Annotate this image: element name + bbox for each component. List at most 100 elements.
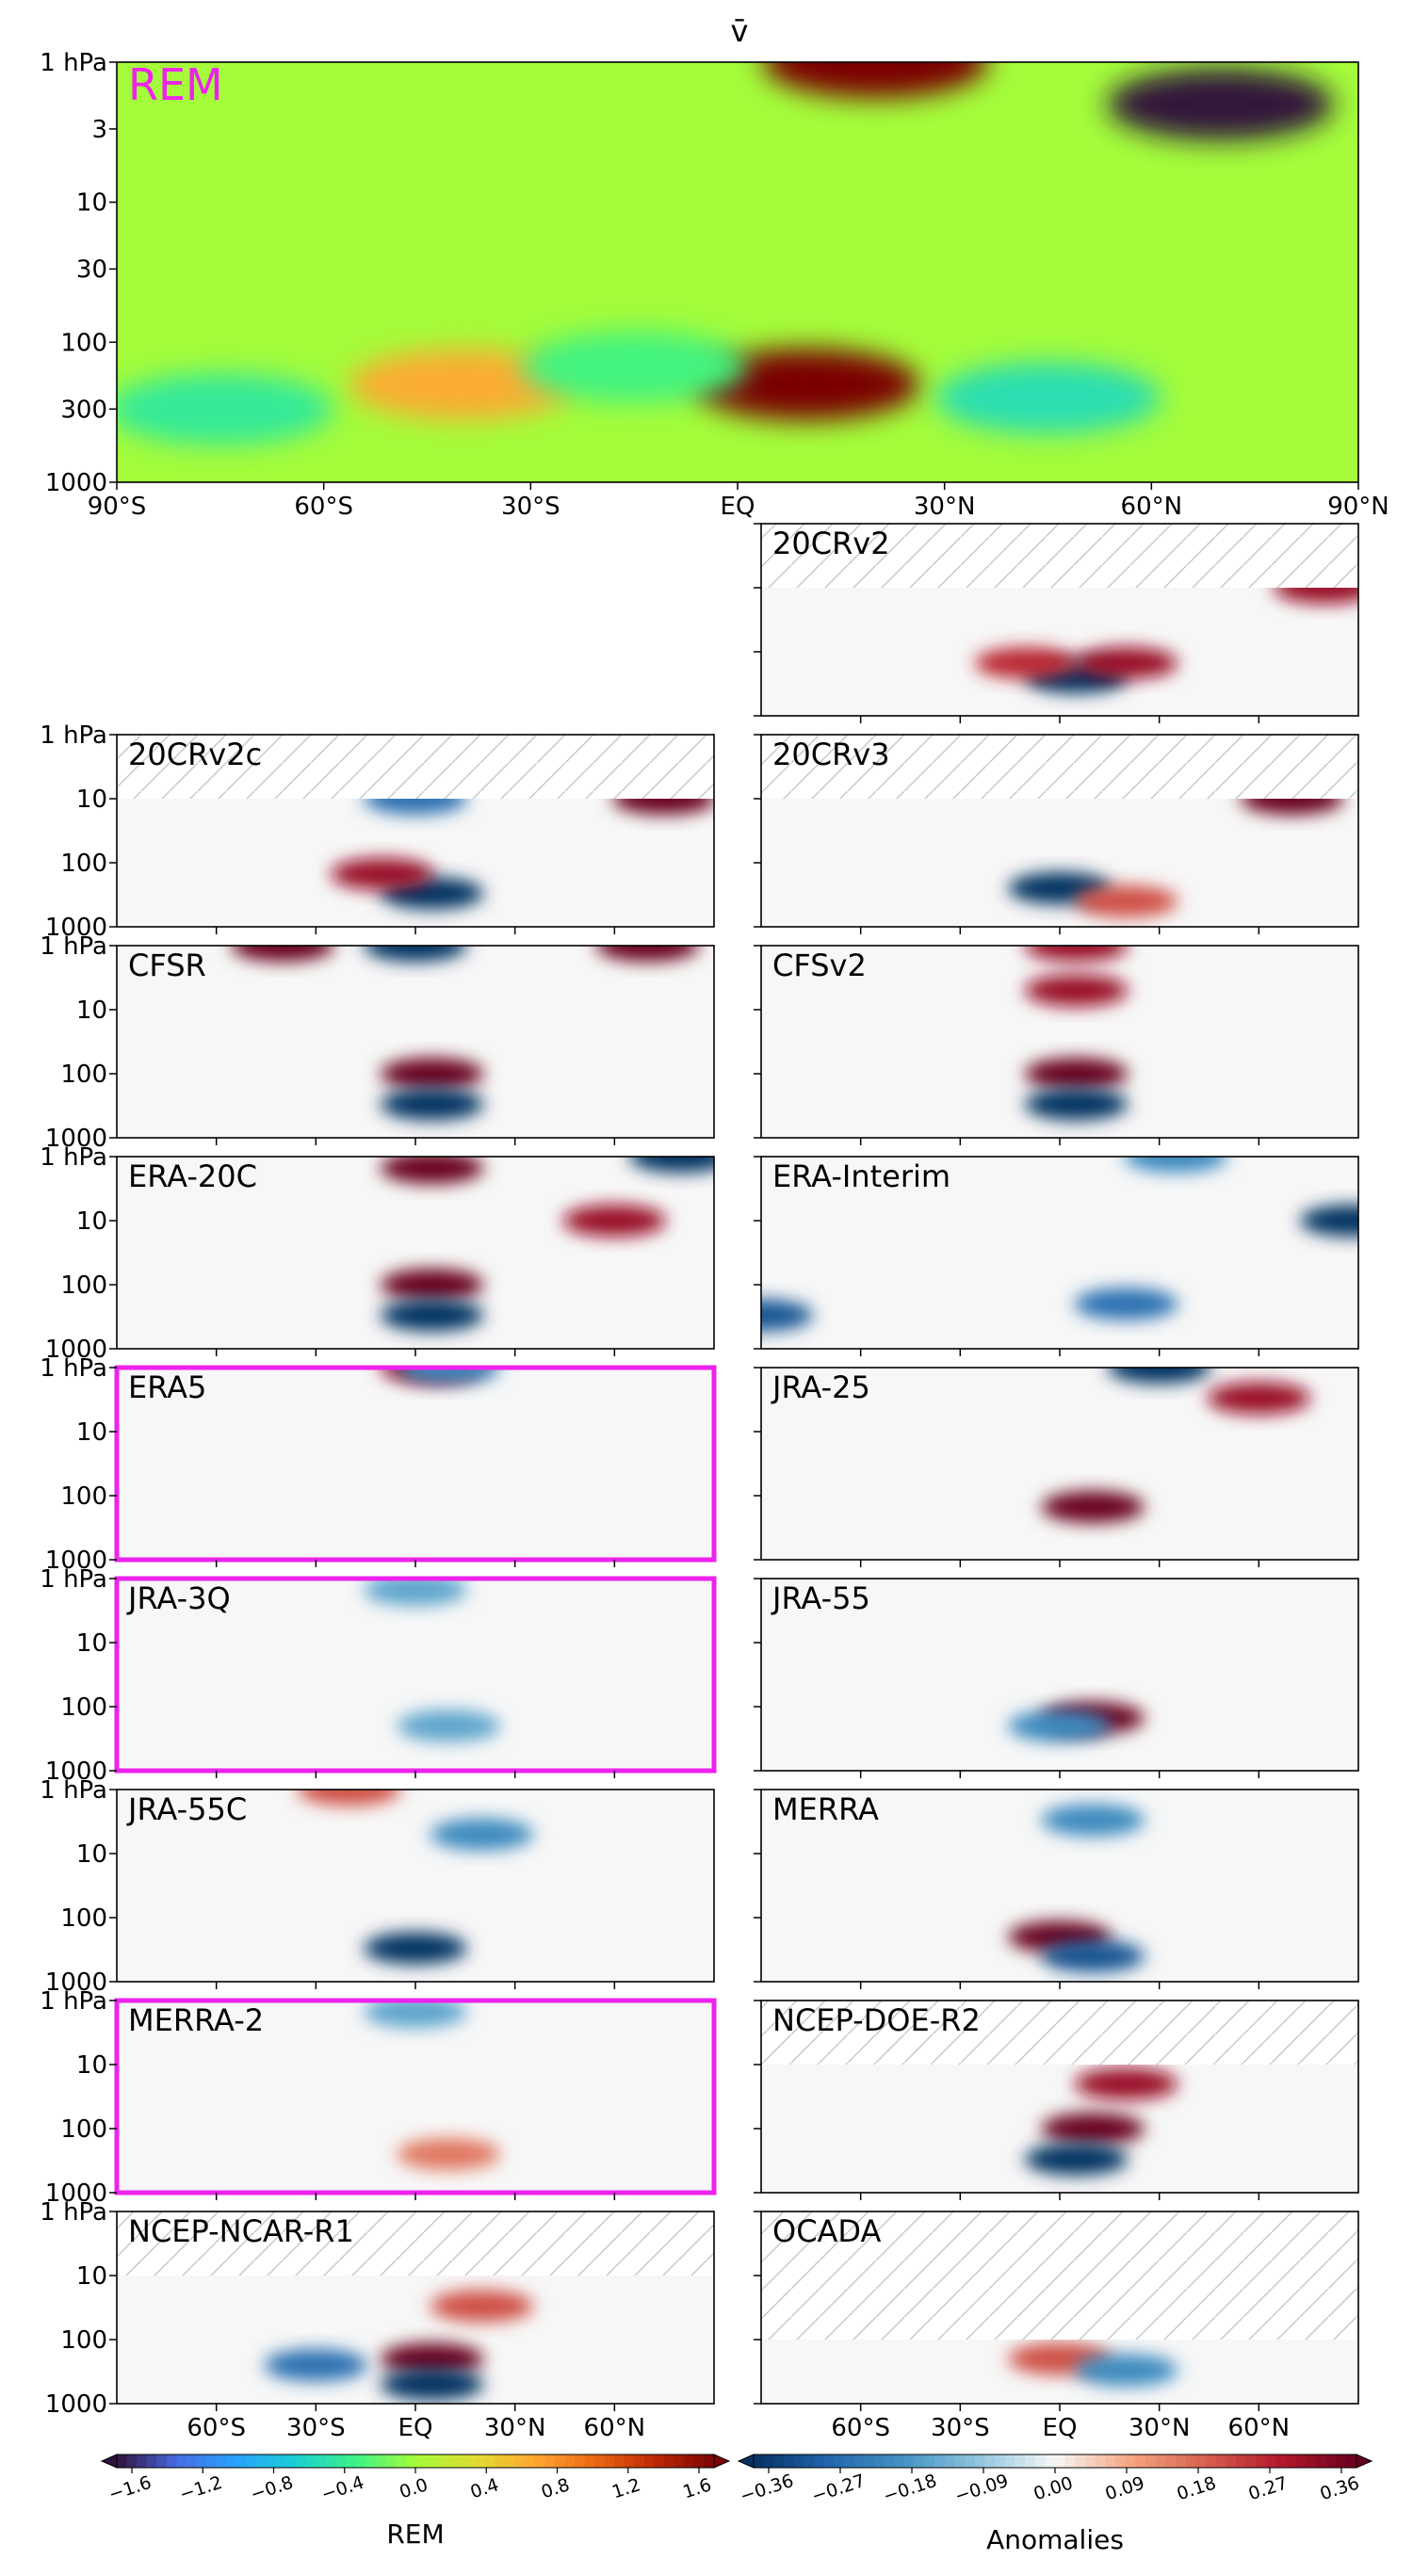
colorbar-segment bbox=[804, 2454, 815, 2468]
colorbar-tick-label: 0.8 bbox=[539, 2474, 573, 2503]
colorbar-tick-label: 0.00 bbox=[1031, 2472, 1076, 2504]
colorbar-segment bbox=[1185, 2454, 1196, 2468]
panel-20crv2c: 20CRv2c 1 hPa 10 100 1000 bbox=[40, 721, 715, 942]
x-tick-label: 30°N bbox=[914, 493, 976, 521]
x-tick-label: 30°S bbox=[931, 2414, 990, 2442]
colorbar-segment bbox=[644, 2454, 656, 2468]
colorbar-segment bbox=[1105, 2454, 1116, 2468]
x-tick-label: 30°N bbox=[484, 2414, 546, 2442]
x-tick-label: 60°S bbox=[187, 2414, 246, 2442]
colorbar-segment bbox=[405, 2454, 416, 2468]
x-tick-label: 30°S bbox=[286, 2414, 346, 2442]
y-tick-label: 1 hPa bbox=[40, 1354, 107, 1383]
colorbar-segment bbox=[335, 2454, 347, 2468]
colorbar-extend-high bbox=[1356, 2454, 1373, 2469]
colorbar-segment bbox=[1075, 2454, 1086, 2468]
colorbar-segment bbox=[853, 2454, 865, 2468]
panel-era-interim: ERA-Interim bbox=[754, 1156, 1359, 1356]
field bbox=[117, 735, 714, 927]
colorbar-segment bbox=[1145, 2454, 1157, 2468]
colorbars-layer: −1.6 −1.2 −0.8 −0.4 0.0 0.4 0.8 1.2 1.6REM−0.36−… bbox=[100, 2454, 1373, 2555]
panel-label: JRA-55C bbox=[126, 1791, 247, 1827]
colorbar-segment bbox=[464, 2454, 476, 2468]
colorbar-segment bbox=[575, 2454, 586, 2468]
field bbox=[117, 1157, 714, 1349]
field bbox=[117, 1368, 714, 1560]
colorbar-segment bbox=[1045, 2454, 1056, 2468]
colorbar-extend-low bbox=[737, 2454, 755, 2469]
colorbar-segment bbox=[684, 2454, 695, 2468]
data-feature bbox=[330, 857, 434, 890]
data-feature bbox=[1041, 1490, 1145, 1523]
colorbar-segment bbox=[954, 2454, 966, 2468]
x-tick-label: 60°N bbox=[1121, 493, 1183, 521]
field bbox=[117, 1790, 714, 1982]
data-feature bbox=[380, 1157, 484, 1184]
data-feature bbox=[1299, 1205, 1358, 1237]
colorbar-segment bbox=[385, 2454, 397, 2468]
data-feature bbox=[1041, 1804, 1145, 1837]
panel-label: MERRA bbox=[772, 1791, 879, 1827]
colorbar-segment bbox=[1326, 2454, 1338, 2468]
data-feature bbox=[364, 1932, 467, 1965]
colorbar-segment bbox=[156, 2454, 168, 2468]
x-tick-label: 60°S bbox=[831, 2414, 890, 2442]
y-tick-label: 10 bbox=[76, 1207, 107, 1236]
colorbar-tick-label: 0.09 bbox=[1103, 2472, 1147, 2504]
colorbar-segment bbox=[255, 2454, 268, 2468]
data-feature bbox=[231, 946, 335, 962]
colorbar-segment bbox=[216, 2454, 227, 2468]
colorbar-segment bbox=[544, 2454, 556, 2468]
colorbar-segment bbox=[1346, 2454, 1357, 2468]
data-feature bbox=[762, 62, 989, 98]
data-feature bbox=[1074, 1288, 1178, 1320]
colorbar-segment bbox=[355, 2454, 366, 2468]
colorbar-segment bbox=[1306, 2454, 1317, 2468]
colorbar-segment bbox=[793, 2454, 804, 2468]
colorbar-segment bbox=[117, 2454, 128, 2468]
panel-ncep-doe-r2: NCEP-DOE-R2 bbox=[754, 2000, 1359, 2200]
field-background bbox=[117, 1579, 714, 1771]
panel-label: ERA5 bbox=[128, 1369, 206, 1405]
colorbar-segment bbox=[1215, 2454, 1226, 2468]
colorbar-segment bbox=[1275, 2454, 1287, 2468]
panel-ocada: OCADA 60°S 30°S EQ 30°N 60°N bbox=[754, 2211, 1359, 2442]
colorbar-segment bbox=[995, 2454, 1006, 2468]
colorbar-segment bbox=[754, 2454, 765, 2468]
colorbar-segment bbox=[325, 2454, 337, 2468]
colorbar-segment bbox=[864, 2454, 875, 2468]
y-tick-label: 3 bbox=[91, 116, 107, 144]
colorbar-segment bbox=[375, 2454, 386, 2468]
colorbar-segment bbox=[1256, 2454, 1267, 2468]
y-tick-label: 10 bbox=[76, 2051, 107, 2080]
colorbar-segment bbox=[1195, 2454, 1207, 2468]
colorbar-tick-label: −0.09 bbox=[952, 2471, 1011, 2507]
field bbox=[117, 62, 1358, 482]
data-feature bbox=[1024, 2143, 1129, 2176]
field bbox=[761, 1157, 1358, 1349]
data-feature bbox=[297, 1790, 401, 1806]
colorbar-segment bbox=[1125, 2454, 1136, 2468]
colorbar-segment bbox=[1236, 2454, 1247, 2468]
data-feature bbox=[521, 331, 748, 403]
y-tick-label: 10 bbox=[76, 2262, 107, 2291]
data-feature bbox=[364, 946, 467, 962]
colorbar-segment bbox=[1155, 2454, 1166, 2468]
y-tick-label: 10 bbox=[76, 1840, 107, 1869]
colorbar-segment bbox=[395, 2454, 407, 2468]
colorbar-segment bbox=[1025, 2454, 1036, 2468]
field bbox=[761, 946, 1358, 1138]
panel-label: OCADA bbox=[772, 2213, 882, 2249]
colorbar-segment bbox=[1115, 2454, 1127, 2468]
colorbar-tick-label: −1.6 bbox=[106, 2472, 154, 2505]
x-tick-label: 60°S bbox=[294, 493, 353, 521]
x-tick-label: 60°N bbox=[584, 2414, 646, 2442]
panel-label: 20CRv2 bbox=[772, 526, 890, 561]
data-feature bbox=[1024, 1088, 1129, 1121]
colorbar-extend-low bbox=[100, 2454, 118, 2469]
data-feature bbox=[430, 1818, 534, 1851]
colorbar-segment bbox=[126, 2454, 138, 2468]
colorbar-segment bbox=[1064, 2454, 1076, 2468]
data-feature bbox=[1124, 1157, 1228, 1173]
